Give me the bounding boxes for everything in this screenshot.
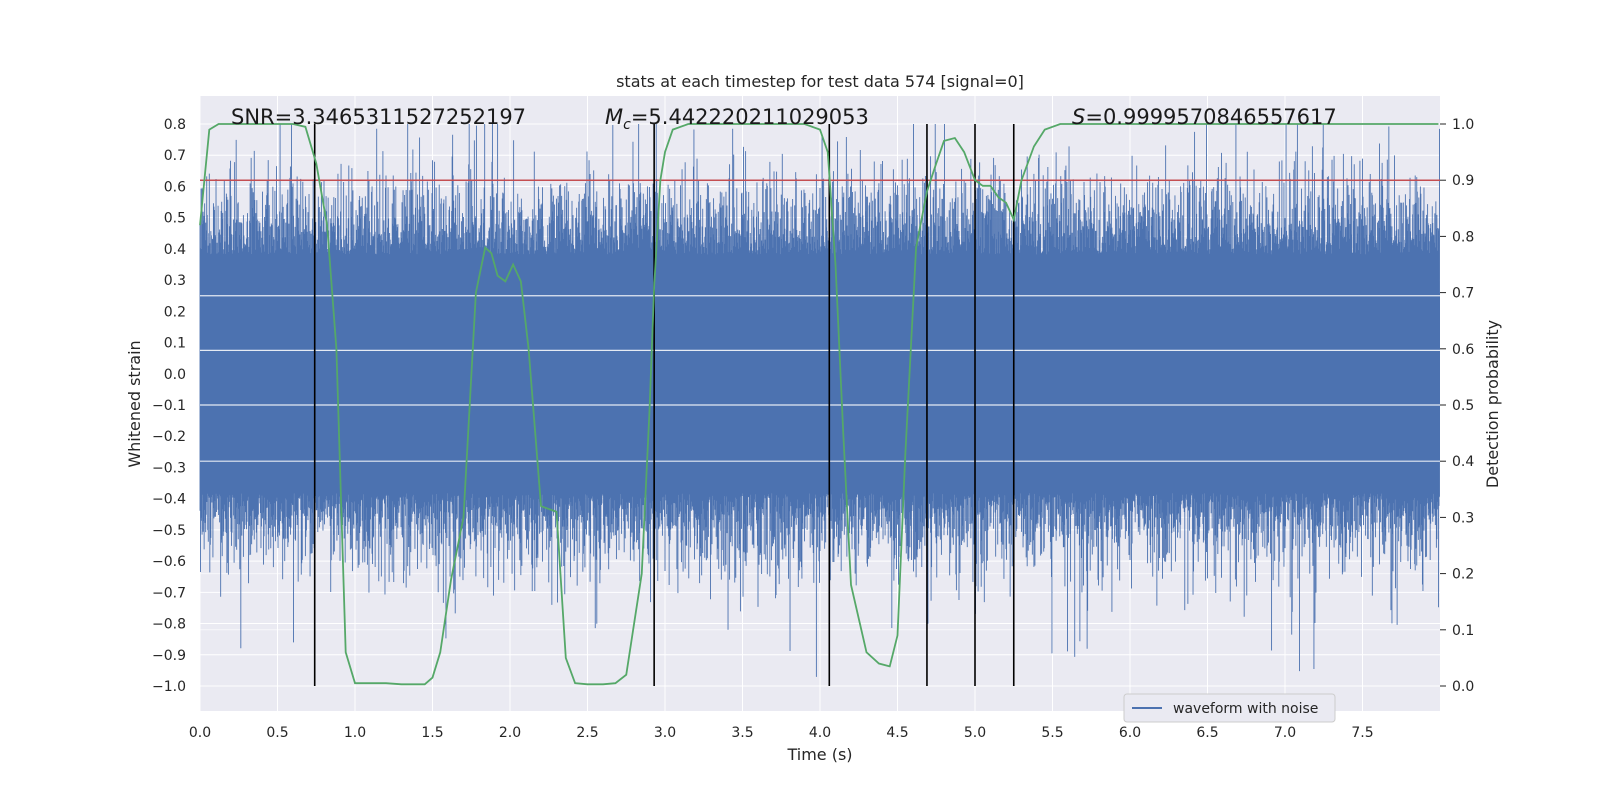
y-tick-label: −0.5 xyxy=(152,523,186,539)
y-tick-label: 0.8 xyxy=(164,117,186,133)
y-tick-label: −0.6 xyxy=(152,554,186,570)
y2-tick-label: 0.3 xyxy=(1452,510,1474,526)
x-tick-label: 5.0 xyxy=(964,725,986,741)
y-tick-label: 0.3 xyxy=(164,273,186,289)
x-tick-label: 0.5 xyxy=(266,725,288,741)
probability-series xyxy=(199,123,1439,686)
y-axis-label: Whitened strain xyxy=(125,340,144,467)
x-tick-label: 2.5 xyxy=(576,725,598,741)
y2-tick-label: 0.5 xyxy=(1452,398,1474,414)
x-axis-ticks: 0.0 0.5 1.0 1.5 2.0 2.5 3.0 3.5 4.0 4.5 5.0 5.5 6.0 6… xyxy=(189,725,1374,741)
y-tick-label: −0.9 xyxy=(152,648,186,664)
probability-line xyxy=(199,123,1439,686)
legend-box xyxy=(1123,693,1336,723)
chirp-mass-symbol: M xyxy=(605,105,623,129)
y-tick-label: −0.2 xyxy=(152,429,186,445)
chirp-mass-value: =5.442220211029053 xyxy=(631,105,869,129)
y2-tick-label: 0.9 xyxy=(1452,173,1474,189)
y-tick-label: 0.1 xyxy=(164,336,186,352)
y-tick-label: −0.3 xyxy=(152,460,186,476)
y-tick-label: 0.7 xyxy=(164,148,186,164)
s-statistic-annotation: S=0.9999570846557617 xyxy=(1072,105,1337,129)
y-tick-label: −0.4 xyxy=(152,492,186,508)
y-tick-label: 0.4 xyxy=(164,242,186,258)
x-tick-label: 2.0 xyxy=(499,725,521,741)
x-tick-label: 0.0 xyxy=(189,725,211,741)
y-tick-label: −0.1 xyxy=(152,398,186,414)
x-tick-label: 6.0 xyxy=(1119,725,1141,741)
y2-tick-label: 1.0 xyxy=(1452,117,1474,133)
y-tick-label: −0.7 xyxy=(152,585,186,601)
y-axis-ticks: 0.8 0.7 0.6 0.5 0.4 0.3 0.2 0.1 0.0 −0.1 −0.2 −0.3 −… xyxy=(152,117,186,695)
y-tick-label: −1.0 xyxy=(152,679,186,695)
x-tick-label: 3.0 xyxy=(654,725,676,741)
x-tick-label: 4.0 xyxy=(809,725,831,741)
y2-axis-label: Detection probability xyxy=(1483,320,1502,488)
y2-tick-label: 0.0 xyxy=(1452,679,1474,695)
x-tick-label: 1.5 xyxy=(421,725,443,741)
x-axis-label: Time (s) xyxy=(786,745,852,764)
s-statistic-symbol: S xyxy=(1072,105,1085,129)
legend: waveform with noise xyxy=(1123,693,1336,723)
x-tick-label: 3.5 xyxy=(731,725,753,741)
x-tick-label: 7.0 xyxy=(1274,725,1296,741)
legend-label: waveform with noise xyxy=(1173,701,1318,717)
chirp-mass-subscript: c xyxy=(623,117,631,133)
chart-title: stats at each timestep for test data 574… xyxy=(616,72,1024,91)
y-tick-label: 0.6 xyxy=(164,179,186,195)
y2-tick-label: 0.1 xyxy=(1452,623,1474,639)
y2-tick-label: 0.6 xyxy=(1452,342,1474,358)
snr-annotation: SNR=3.3465311527252197 xyxy=(231,105,526,129)
vertical-markers xyxy=(313,124,1015,686)
y-tick-label: −0.8 xyxy=(152,617,186,633)
waveform-series xyxy=(199,124,1440,677)
y2-tick-label: 0.2 xyxy=(1452,567,1474,583)
y2-axis-ticks: 1.0 0.9 0.8 0.7 0.6 0.5 0.4 0.3 0.2 0.1 0.0 xyxy=(1440,117,1474,695)
x-tick-label: 5.5 xyxy=(1041,725,1063,741)
y2-tick-label: 0.7 xyxy=(1452,286,1474,302)
y2-tick-label: 0.4 xyxy=(1452,454,1474,470)
y2-tick-label: 0.8 xyxy=(1452,229,1474,245)
x-tick-label: 4.5 xyxy=(886,725,908,741)
x-tick-label: 1.0 xyxy=(344,725,366,741)
s-statistic-value: =0.9999570846557617 xyxy=(1085,105,1336,129)
y-tick-label: 0.5 xyxy=(164,211,186,227)
y-tick-label: 0.2 xyxy=(164,304,186,320)
chirp-mass-annotation: Mc=5.442220211029053 xyxy=(605,105,869,133)
x-tick-label: 7.5 xyxy=(1351,725,1373,741)
y-tick-label: 0.0 xyxy=(164,367,186,383)
x-tick-label: 6.5 xyxy=(1196,725,1218,741)
